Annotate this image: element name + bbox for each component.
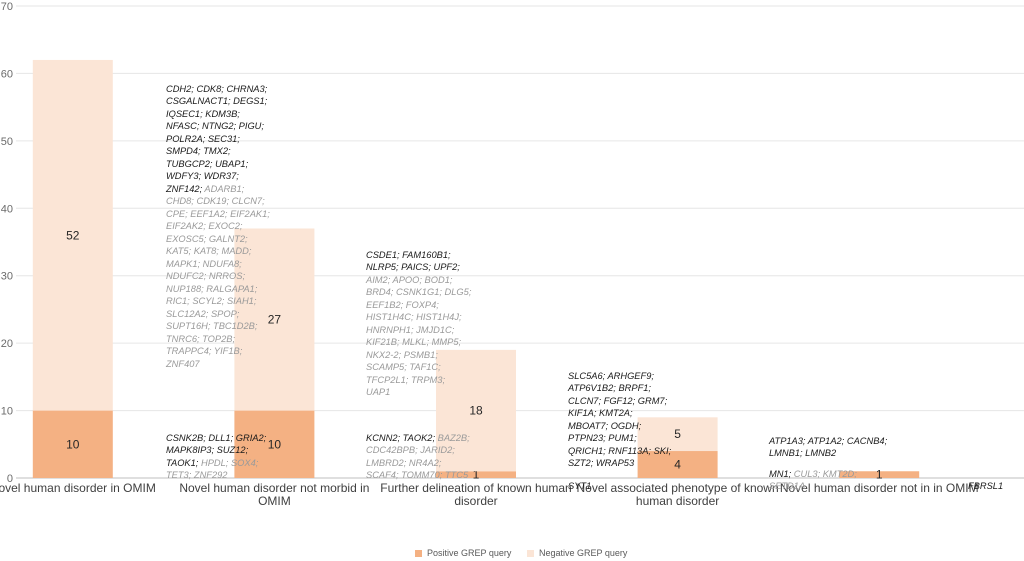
legend-swatch-positive [415, 549, 422, 557]
bar-negative [32, 59, 113, 411]
legend-positive: Positive GREP query [415, 548, 511, 558]
bar-negative [637, 417, 718, 452]
data-label: 52 [66, 228, 80, 242]
data-label: 18 [469, 404, 483, 418]
gene-list-bold: SYT1 [568, 480, 592, 491]
gene-list-grey: BAZ2B; CDC42BPB; JARID2; LMBRD2; NR4A2; … [366, 432, 470, 481]
y-tick-label: 30 [1, 271, 13, 283]
x-tick-label: Novel human disorder not in in OMIM [780, 481, 979, 495]
x-tick-label: disorder [454, 494, 497, 508]
data-label: 1 [876, 468, 883, 482]
gene-list-cat2-negative: CSDE1; FAM160B1; NLRP5; PAICS; UPF2; AIM… [366, 236, 471, 399]
y-tick-label: 20 [1, 338, 13, 350]
gene-list-cat3-positive: SYT1 [568, 467, 591, 492]
x-tick-label: Novel human disorder in OMIM [0, 481, 156, 495]
gene-list-grey: ADARB1; CHD8; CDK19; CLCN7; CPE; EEF1A2;… [166, 183, 270, 369]
y-tick-label: 70 [1, 1, 13, 13]
gene-list-cat4-positive: MN1; CUL3; KMT2D; SETD1A [769, 455, 857, 493]
gene-list-cat3-negative: SLC5A6; ARHGEF9; ATP6V1B2; BRPF1; CLCN7;… [568, 357, 671, 470]
legend-swatch-negative [527, 549, 534, 557]
gene-list-bold: FBRSL1 [968, 480, 1004, 491]
data-label: 1 [473, 468, 480, 482]
x-tick-label: Novel associated phenotype of known [577, 481, 779, 495]
legend-label-negative: Negative GREP query [539, 548, 628, 558]
gene-list-bold: MN1; [769, 468, 792, 479]
bar-positive [637, 451, 718, 478]
data-label: 5 [674, 427, 681, 441]
gene-list-cat4-negative: ATP1A3; ATP1A2; CACNB4; LMNB1; LMNB2 [769, 422, 887, 460]
data-label: 10 [268, 437, 282, 451]
gene-list-cat2-positive: KCNN2; TAOK2; BAZ2B; CDC42BPB; JARID2; L… [366, 419, 470, 482]
gene-list-bold: CDH2; CDK8; CHRNA3; CSGALNACT1; DEGS1; I… [166, 83, 268, 194]
gene-list-cat1-negative: CDH2; CDK8; CHRNA3; CSGALNACT1; DEGS1; I… [166, 70, 270, 370]
gene-list-bold: CSNK2B; DLL1; GRIA2; MAPK8IP3; SUZ12; TA… [166, 432, 267, 468]
data-label: 10 [66, 437, 80, 451]
gene-list-bold: ATP1A3; ATP1A2; CACNB4; LMNB1; LMNB2 [769, 435, 888, 459]
y-tick-label: 40 [1, 203, 13, 215]
gene-list-bold: SLC5A6; ARHGEF9; ATP6V1B2; BRPF1; CLCN7;… [568, 370, 672, 469]
gene-list-grey: CUL3; KMT2D; SETD1A [769, 468, 857, 492]
bar-negative [234, 228, 315, 411]
gene-list-grey: AIM2; APOO; BOD1; BRD4; CSNK1G1; DLG5; E… [366, 274, 472, 398]
bar-positive [32, 410, 113, 478]
y-tick-label: 50 [1, 136, 13, 148]
legend-label-positive: Positive GREP query [427, 548, 512, 558]
bar-positive [234, 410, 315, 478]
data-label: 27 [268, 313, 282, 327]
data-label: 4 [674, 458, 681, 472]
bar-negative [436, 349, 516, 472]
x-tick-label: Novel human disorder not morbid in [179, 481, 369, 495]
gene-list-grey: HPDL; SOX4; TET3; ZNF292 [166, 457, 259, 481]
gene-list-bold: CSDE1; FAM160B1; NLRP5; PAICS; UPF2; [366, 249, 460, 273]
x-tick-label: OMIM [258, 494, 291, 508]
x-tick-label: human disorder [636, 494, 719, 508]
bar-positive [839, 471, 920, 478]
y-tick-label: 60 [1, 68, 13, 80]
x-tick-label: Further delineation of known human [380, 481, 571, 495]
gene-list-bold: KCNN2; TAOK2; [366, 432, 436, 443]
gene-list-cat1-positive: CSNK2B; DLL1; GRIA2; MAPK8IP3; SUZ12; TA… [166, 419, 266, 482]
legend-negative: Negative GREP query [527, 548, 627, 558]
bar-positive [436, 471, 516, 478]
y-tick-label: 10 [1, 406, 13, 418]
y-tick-label: 0 [7, 473, 13, 485]
gene-list-cat5-positive: FBRSL1 [968, 467, 1003, 492]
